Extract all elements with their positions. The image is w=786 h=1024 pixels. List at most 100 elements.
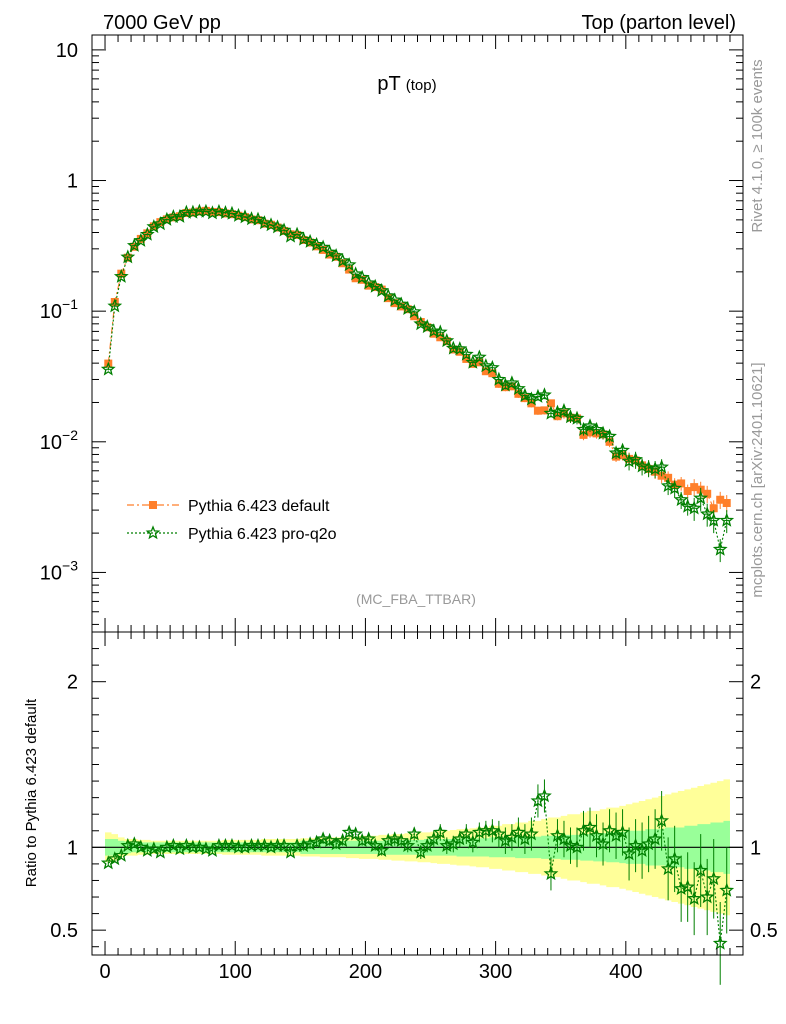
data-point <box>416 318 425 327</box>
data-point <box>143 229 152 238</box>
data-point <box>481 367 490 376</box>
ratio-point <box>387 831 403 846</box>
data-point <box>494 379 503 388</box>
ratio-y-tick-label-left: 0.5 <box>50 920 78 942</box>
data-point <box>374 282 390 297</box>
data-point <box>699 506 715 521</box>
y-tick-base: 1 <box>67 171 78 193</box>
data-point <box>211 203 227 218</box>
ratio-point <box>406 826 422 841</box>
ratio-point <box>660 861 676 876</box>
data-point <box>286 230 295 239</box>
ratio-point <box>667 851 683 866</box>
data-point <box>322 244 338 259</box>
data-point <box>690 483 699 492</box>
data-point <box>413 316 429 331</box>
data-point <box>257 215 272 230</box>
x-tick-label: 200 <box>349 961 382 983</box>
data-point <box>641 460 657 475</box>
y-tick-exponent: −1 <box>62 296 78 312</box>
ratio-point <box>452 831 468 846</box>
data-point <box>673 491 689 507</box>
data-point <box>387 292 403 307</box>
ratio-point <box>374 842 390 857</box>
ratio-point <box>276 837 292 852</box>
data-point <box>276 222 292 237</box>
ratio-panel: 0.5 0.5 1 1 2 2 0 100 200 300 400 Ratio to Pythia … <box>23 631 778 985</box>
data-point <box>237 209 253 224</box>
ratio-point <box>113 847 129 862</box>
data-point <box>712 541 728 556</box>
ratio-point <box>680 879 696 894</box>
data-point <box>224 205 240 220</box>
y-tick-base: 10 <box>40 432 62 454</box>
ratio-plot-frame <box>91 631 744 956</box>
data-point <box>250 211 266 226</box>
y-tick-base: 10 <box>56 40 78 62</box>
legend-label-default: Pythia 6.423 default <box>188 498 330 515</box>
ratio-point <box>693 862 709 877</box>
data-point <box>504 375 520 390</box>
data-point <box>367 278 383 293</box>
ratio-point <box>589 827 604 843</box>
rivet-label: Rivet 4.1.0, ≥ 100k events <box>749 59 766 232</box>
ratio-y-tick-label-right: 1 <box>750 837 761 859</box>
data-point <box>113 268 129 283</box>
ratio-point <box>178 837 194 852</box>
data-point <box>703 489 712 498</box>
ratio-point <box>439 837 455 852</box>
x-tick-label: 0 <box>99 961 110 983</box>
ratio-point <box>432 824 448 839</box>
ratio-point <box>569 839 585 854</box>
main-title-sub: (top) <box>406 77 437 94</box>
data-point <box>152 216 168 231</box>
legend-marker-pro <box>145 525 161 540</box>
y-tick-exponent: −3 <box>62 557 78 573</box>
header-left: 7000 GeV pp <box>103 12 221 34</box>
ratio-point <box>706 871 722 886</box>
ratio-point <box>120 837 136 852</box>
ratio-ylabel: Ratio to Pythia 6.423 default <box>23 698 40 887</box>
data-point <box>302 233 318 248</box>
data-point <box>335 253 351 268</box>
ratio-point <box>484 822 500 838</box>
data-point <box>595 425 611 440</box>
data-point <box>589 421 604 436</box>
y-tick-label: 10−1 <box>40 296 78 323</box>
x-tick-label: 400 <box>609 961 642 983</box>
ratio-point <box>146 841 162 856</box>
data-point <box>693 490 709 505</box>
data-point <box>634 458 650 473</box>
data-point <box>475 358 484 367</box>
data-point <box>680 498 696 513</box>
ratio-point <box>504 829 520 844</box>
ratio-series-pro-q2o <box>100 779 735 985</box>
analysis-label: (MC_FBA_TTBAR) <box>356 591 476 607</box>
ratio-y-tick-label-left: 2 <box>67 672 78 694</box>
data-point <box>400 300 416 316</box>
ratio-point <box>699 889 715 904</box>
data-point <box>556 402 572 418</box>
ratio-point <box>159 839 175 854</box>
data-point <box>436 333 445 342</box>
legend-marker-default <box>149 501 157 509</box>
data-point <box>543 405 559 420</box>
ratio-point <box>615 824 630 839</box>
data-point <box>136 234 145 243</box>
data-point <box>351 274 360 283</box>
data-point <box>478 358 494 373</box>
series-pro-q2o <box>100 203 735 563</box>
ratio-point <box>582 819 598 834</box>
ratio-point <box>354 832 370 847</box>
ratio-point <box>133 839 149 854</box>
ratio-point <box>315 831 331 846</box>
data-point <box>380 288 396 303</box>
ratio-point <box>537 788 552 803</box>
data-point <box>488 369 497 378</box>
ratio-point <box>237 839 253 854</box>
data-point <box>654 459 670 474</box>
data-point <box>231 207 246 222</box>
data-point <box>537 387 552 402</box>
data-point <box>527 399 536 408</box>
